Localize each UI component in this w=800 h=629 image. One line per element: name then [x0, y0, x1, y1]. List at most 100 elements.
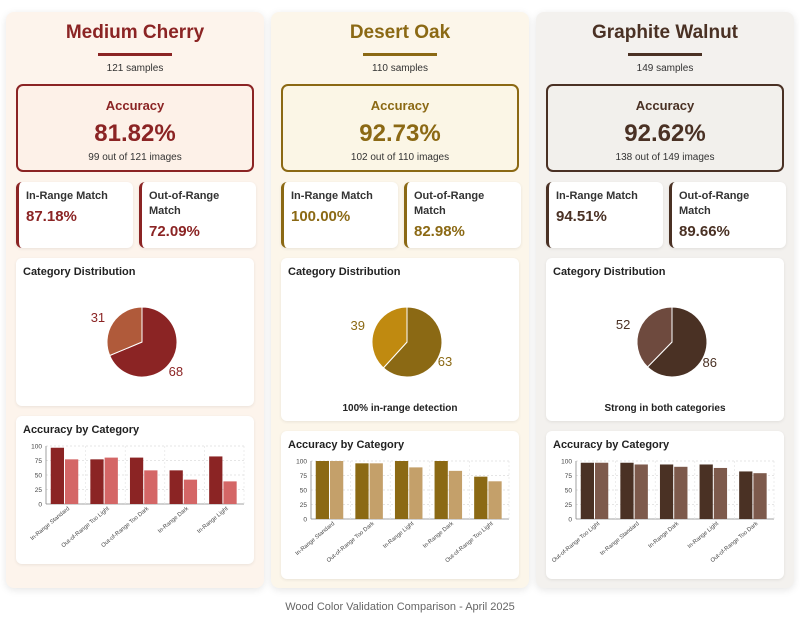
accuracy-detail: 138 out of 149 images [615, 152, 715, 163]
title-underline [98, 53, 172, 56]
out-range-label: Out-of-Range Match [679, 190, 750, 217]
bar-series-2 [183, 479, 198, 504]
x-tick-label: In-Range Standard [30, 506, 71, 542]
bar-series-1 [659, 464, 674, 519]
y-tick-label: 25 [565, 502, 573, 509]
bar-series-1 [90, 459, 104, 504]
x-tick-label: In-Range Dark [648, 521, 681, 550]
pie-label: 52 [615, 317, 631, 333]
accuracy-label: Accuracy [105, 98, 165, 113]
pie-label: 39 [350, 318, 365, 334]
accuracy-card: Accuracy 92.62% 138 out of 149 images [546, 84, 784, 172]
bar-series-1 [434, 461, 448, 519]
bar-series-1 [50, 447, 65, 504]
y-tick-label: 100 [561, 459, 572, 466]
bar-series-2 [330, 461, 344, 519]
category-distribution-card: Category Distribution 63 39 100% in-range d… [281, 258, 519, 421]
bar-series-2 [223, 481, 237, 504]
pie-slice-major [382, 306, 443, 378]
bar-chart-title: Accuracy by Category [23, 424, 140, 436]
accuracy-detail: 102 out of 110 images [350, 152, 450, 163]
x-tick-label: In-Range Dark [422, 521, 455, 550]
distribution-note: Strong in both categories [604, 403, 726, 414]
y-tick-label: 50 [565, 488, 573, 495]
pie-slice-minor [371, 306, 408, 369]
bar-series-2 [595, 462, 609, 519]
bar-series-1 [315, 461, 330, 519]
panel-title: Desert Oak [349, 22, 451, 43]
y-tick-label: 25 [35, 487, 43, 494]
y-tick-label: 0 [568, 517, 572, 524]
out-range-card: Out-of-Range Match 82.98% [404, 182, 521, 248]
accuracy-value: 81.82% [94, 120, 176, 147]
accuracy-card: Accuracy 81.82% 99 out of 121 images [16, 84, 254, 172]
y-tick-label: 50 [35, 473, 43, 480]
x-tick-label: In-Range Standard [295, 521, 336, 557]
bar-series-2 [409, 467, 423, 519]
bar-series-1 [355, 463, 369, 519]
panel-title: Medium Cherry [65, 22, 205, 43]
title-underline [363, 53, 437, 56]
bar-series-2 [713, 467, 728, 519]
out-range-label: Out-of-Range Match [149, 190, 220, 217]
bar-series-1 [394, 461, 409, 519]
pie-slice-major [109, 306, 178, 378]
bar-series-2 [65, 459, 79, 504]
pie-chart [371, 306, 443, 378]
accuracy-card: Accuracy 92.73% 102 out of 110 images [281, 84, 519, 172]
y-tick-label: 50 [300, 488, 308, 495]
in-range-label: In-Range Match [291, 190, 373, 202]
distribution-title: Category Distribution [23, 266, 136, 278]
accuracy-value: 92.73% [359, 120, 441, 147]
wood-panel: Desert Oak 110 samples Accuracy 92.73% 102 o… [271, 12, 529, 588]
x-tick-label: In-Range Light [382, 521, 415, 550]
y-tick-label: 0 [38, 502, 42, 509]
pie-label: 31 [90, 309, 106, 325]
in-range-card: In-Range Match 94.51% [546, 182, 663, 248]
out-range-card: Out-of-Range Match 89.66% [669, 182, 786, 248]
bar-chart-title: Accuracy by Category [288, 439, 405, 451]
accuracy-label: Accuracy [635, 98, 695, 113]
bar-series-2 [753, 473, 767, 519]
pie-chart [106, 306, 178, 378]
bar-series-2 [448, 470, 463, 519]
sample-count: 121 samples [106, 63, 164, 74]
y-tick-label: 75 [300, 473, 308, 480]
distribution-title: Category Distribution [553, 266, 666, 278]
accuracy-by-category-card: Accuracy by Category 0 25 50 75 100 Out-of-Ran… [546, 431, 784, 579]
wood-panel: Graphite Walnut 149 samples Accuracy 92.62%… [536, 12, 794, 588]
pie-slice-major [646, 306, 708, 378]
bar-series-1 [474, 476, 488, 519]
bar-series-2 [488, 481, 502, 519]
out-range-card: Out-of-Range Match 72.09% [139, 182, 256, 248]
category-distribution-card: Category Distribution 68 31 [16, 258, 254, 406]
x-tick-label: Out-of-Range Too Light [551, 521, 601, 565]
bar-series-1 [580, 462, 595, 519]
bar-series-1 [739, 471, 753, 519]
x-tick-label: In-Range Dark [157, 506, 190, 535]
in-range-label: In-Range Match [556, 190, 638, 202]
out-range-value: 82.98% [414, 223, 465, 240]
in-range-value: 87.18% [26, 208, 77, 225]
in-range-value: 100.00% [291, 208, 351, 225]
in-range-label: In-Range Match [26, 190, 108, 202]
bar-series-1 [169, 470, 183, 504]
bar-series-2 [369, 463, 383, 519]
y-tick-label: 75 [35, 458, 43, 465]
pie-label: 68 [168, 364, 184, 380]
bar-series-2 [634, 464, 648, 519]
bar-chart-title: Accuracy by Category [553, 439, 670, 451]
bar-series-2 [144, 470, 158, 504]
bar-series-1 [129, 457, 144, 504]
pie-label: 86 [702, 354, 717, 370]
out-range-value: 89.66% [679, 223, 730, 240]
x-tick-label: In-Range Light [196, 506, 229, 535]
bar-series-2 [674, 466, 688, 519]
sample-count: 149 samples [636, 63, 694, 74]
sample-count: 110 samples [372, 63, 428, 74]
bar-series-1 [209, 456, 223, 504]
accuracy-by-category-card: Accuracy by Category 0 25 50 75 100 In-Range S… [281, 431, 519, 579]
panel-title: Graphite Walnut [591, 22, 739, 43]
